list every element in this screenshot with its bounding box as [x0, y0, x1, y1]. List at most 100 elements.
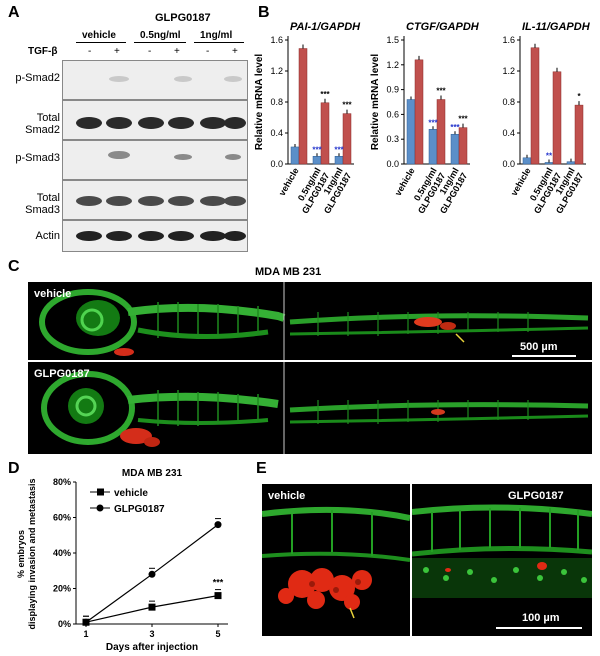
- y-tick-label: 80%: [53, 477, 71, 487]
- sig-label: ***: [213, 578, 224, 588]
- x-tick-label: vehicle: [509, 166, 533, 197]
- panel-c-title: MDA MB 231: [255, 266, 322, 278]
- data-point: [148, 603, 156, 611]
- data-point: [148, 570, 156, 578]
- panel-b-label: B: [258, 4, 270, 21]
- panel-c-scale-label: 500 µm: [520, 341, 558, 353]
- sign: -: [206, 46, 210, 57]
- blot-label: Total Smad2: [25, 112, 60, 136]
- sig-label: ***: [342, 101, 352, 110]
- blot-label: p-Smad3: [15, 152, 60, 164]
- y-tick-label: 1.6: [270, 35, 283, 45]
- data-point: [82, 618, 90, 626]
- drug-label: GLPG0187: [155, 12, 211, 24]
- legend-marker: [97, 488, 104, 496]
- blot-label: p-Smad2: [15, 72, 60, 84]
- group-line: [76, 42, 126, 43]
- sign: -: [88, 46, 92, 57]
- x-tick-label: 3: [149, 629, 154, 639]
- data-point: [214, 592, 222, 600]
- bar-red: [530, 47, 540, 165]
- sig-label: ***: [428, 118, 438, 127]
- panel-e-scale-bar: [496, 627, 582, 629]
- blot-tsmad2: [62, 100, 248, 140]
- sign: +: [232, 46, 238, 57]
- bar-red: [436, 99, 446, 165]
- panel-e-label: E: [256, 460, 267, 477]
- blot-psmad3: [62, 140, 248, 180]
- group-1: 1ng/ml: [200, 30, 233, 41]
- sig-label: ***: [312, 145, 322, 154]
- panel-d-chart: MDA MB 231 0% 20% 40% 60% 80% 1 3 5 Days after in…: [16, 468, 228, 653]
- bar-blue: [406, 99, 416, 165]
- y-tick-label: 60%: [53, 513, 71, 523]
- bar-blue: [428, 129, 438, 165]
- x-tick-label: vehicle: [393, 166, 417, 197]
- bar-red: [320, 102, 330, 165]
- group-line: [194, 42, 244, 43]
- vasculature-vehicle-image: [262, 484, 410, 636]
- y-tick-label: 1.2: [502, 66, 515, 76]
- bar-red: [458, 127, 468, 165]
- panel-e-vehicle-label: vehicle: [268, 490, 306, 502]
- bar-red: [552, 71, 562, 165]
- y-tick-label: 1.2: [386, 60, 399, 70]
- panel-c-vehicle-label: vehicle: [34, 288, 72, 300]
- x-axis-label: Days after injection: [106, 642, 198, 653]
- y-axis-label: % embryosdisplaying invasion and metasta…: [16, 478, 37, 629]
- chart-title: IL-11/GAPDH: [522, 21, 591, 33]
- blot-psmad2: [62, 60, 248, 100]
- panel-b-charts: PAI-1/GAPDH 0.0 0.4 0.8 1.2 1.6 Relative mRNA …: [254, 21, 591, 215]
- y-tick-label: 1.5: [386, 35, 399, 45]
- y-tick-label: 0.9: [386, 85, 399, 95]
- sig-label: ***: [450, 123, 460, 132]
- chart-title: MDA MB 231: [122, 468, 183, 479]
- y-tick-label: 0.3: [386, 134, 399, 144]
- panel-c-label: C: [8, 258, 20, 275]
- sign: +: [114, 46, 120, 57]
- bar-red: [414, 59, 424, 165]
- group-vehicle: vehicle: [82, 30, 116, 41]
- legend-label: GLPG0187: [114, 504, 165, 515]
- y-tick-label: 0.0: [386, 159, 399, 169]
- panel-d-label: D: [8, 460, 20, 477]
- bar-red: [298, 48, 308, 165]
- y-tick-label: 0%: [58, 619, 71, 629]
- bar-blue: [566, 161, 576, 165]
- x-tick-label: 1: [83, 629, 88, 639]
- blot-actin: [62, 220, 248, 252]
- data-point: [214, 521, 222, 529]
- sig-label: ***: [458, 115, 468, 124]
- y-axis-label: Relative mRNA level: [254, 54, 265, 151]
- bar-red: [342, 113, 352, 165]
- blot-tsmad3: [62, 180, 248, 220]
- vasculature-glpg0187-image: [412, 484, 592, 636]
- panel-e-scale-label: 100 µm: [522, 612, 560, 624]
- panel-e-glpg-label: GLPG0187: [508, 490, 564, 502]
- x-tick-label: vehicle: [277, 166, 301, 197]
- panel-c-glpg-label: GLPG0187: [34, 368, 90, 380]
- bar-blue: [544, 162, 554, 165]
- sig-label: ***: [334, 145, 344, 154]
- zebrafish-vehicle-image: [28, 282, 592, 360]
- chart-title: CTGF/GAPDH: [406, 21, 480, 33]
- sign: -: [148, 46, 152, 57]
- bar-blue: [334, 156, 344, 165]
- panel-c-scale-bar: [512, 355, 576, 357]
- sig-label: *: [577, 92, 581, 101]
- y-tick-label: 40%: [53, 548, 71, 558]
- group-line: [134, 42, 186, 43]
- y-tick-label: 0.6: [386, 109, 399, 119]
- y-tick-label: 0.4: [502, 128, 515, 138]
- group-05: 0.5ng/ml: [140, 30, 181, 41]
- tgf-label: TGF-β: [28, 46, 58, 57]
- sig-label: ***: [320, 90, 330, 99]
- bar-blue: [290, 146, 300, 165]
- y-tick-label: 20%: [53, 584, 71, 594]
- panel-a-label: A: [8, 4, 20, 21]
- bar-blue: [312, 156, 322, 165]
- chart-title: PAI-1/GAPDH: [290, 21, 361, 33]
- bar-blue: [450, 133, 460, 165]
- x-tick-label: 5: [215, 629, 220, 639]
